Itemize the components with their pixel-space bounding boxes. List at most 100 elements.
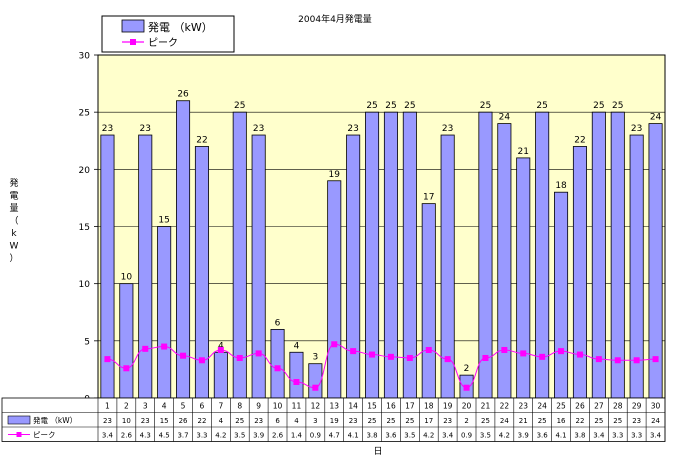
table-cell: 21 (519, 417, 528, 425)
y-tick-label: 15 (79, 223, 90, 233)
table-row-label: ピーク (33, 431, 56, 440)
table-cell: 23 (254, 417, 263, 425)
peak-point-day-15 (369, 351, 376, 358)
table-cell: 26 (179, 417, 188, 425)
table-cell: 23 (103, 417, 112, 425)
peak-point-day-2 (123, 365, 130, 372)
bar-day-22 (497, 123, 512, 399)
table-cell: 0.9 (310, 432, 321, 440)
bar-series (100, 100, 663, 399)
bar-day-9 (251, 134, 266, 399)
table-cell: 2.6 (272, 432, 284, 440)
peak-point-day-16 (387, 353, 394, 360)
peak-point-day-6 (198, 357, 205, 364)
x-tick-label: 4 (162, 402, 167, 411)
y-axis-label-char: 電 (9, 191, 18, 202)
peak-point-day-22 (501, 346, 508, 353)
y-axis-label: 発電量 （ kW） (9, 177, 18, 264)
x-tick-label: 29 (632, 402, 642, 411)
x-tick-label: 7 (218, 402, 223, 411)
bar-value-label: 23 (140, 124, 151, 134)
y-axis-label-char: （ (9, 216, 18, 227)
table-cell: 4.2 (499, 432, 510, 440)
x-tick-label: 6 (200, 402, 205, 411)
x-tick-label: 25 (556, 402, 566, 411)
peak-point-day-23 (520, 350, 527, 357)
peak-point-day-20 (463, 384, 470, 391)
bar-day-27 (591, 111, 606, 399)
table-cell: 3.5 (404, 432, 415, 440)
y-axis: 051015202530 (79, 52, 98, 405)
bar-value-label: 3 (312, 353, 318, 363)
bar-value-label: 22 (196, 135, 207, 145)
bar-value-label: 23 (631, 124, 642, 134)
y-tick-label: 10 (79, 280, 91, 290)
table-cell: 25 (235, 417, 244, 425)
x-tick-label: 27 (594, 402, 604, 411)
x-tick-label: 13 (329, 402, 339, 411)
table-cell: 3.7 (177, 432, 188, 440)
table-cell: 4.3 (140, 432, 151, 440)
x-axis-label: 日 (373, 446, 382, 457)
table-cell: 15 (160, 417, 169, 425)
table-cell: 0.9 (461, 432, 472, 440)
legend-bar-swatch (121, 19, 145, 33)
table-cell: 25 (594, 417, 603, 425)
peak-line-series (104, 341, 659, 391)
legend-line-marker (130, 39, 136, 45)
table-cell: 3.4 (650, 432, 662, 440)
peak-point-day-11 (293, 378, 300, 385)
table-cell: 4.7 (329, 432, 340, 440)
bar-day-14 (346, 134, 361, 399)
bar-value-label: 4 (218, 341, 224, 351)
x-tick-label: 15 (367, 402, 377, 411)
bar-day-7 (213, 351, 228, 399)
legend-line-label: ピーク (148, 37, 178, 49)
bar-value-label: 25 (536, 101, 547, 111)
y-axis-label-char: ） (9, 253, 18, 264)
table-cell: 3.6 (385, 432, 397, 440)
peak-point-day-19 (444, 356, 451, 363)
bar-value-label: 25 (234, 101, 245, 111)
x-tick-label: 5 (181, 402, 186, 411)
y-axis-label-char: 量 (9, 203, 18, 214)
peak-point-day-17 (406, 354, 413, 361)
table-cell: 3.5 (480, 432, 491, 440)
peak-point-day-18 (425, 346, 432, 353)
peak-point-day-30 (652, 356, 659, 363)
chart-title: 2004年4月発電量 (298, 13, 372, 25)
bar-value-label: 24 (650, 113, 662, 123)
bar-day-18 (421, 203, 436, 399)
y-axis-label-char: W (10, 242, 19, 252)
y-tick-label: 5 (84, 337, 90, 347)
table-cell: 3.6 (537, 432, 549, 440)
table-cell: 3.8 (366, 432, 377, 440)
bar-value-label: 6 (275, 318, 281, 328)
gridlines (98, 111, 665, 342)
table-cell: 4.1 (555, 432, 566, 440)
bar-value-label: 25 (593, 101, 604, 111)
bar-day-2 (119, 283, 134, 399)
x-tick-label: 30 (651, 402, 661, 411)
table-bar-swatch (7, 415, 31, 425)
table-cell: 23 (349, 417, 358, 425)
table-cell: 19 (330, 417, 339, 425)
bar-day-28 (610, 111, 625, 399)
bar-value-label: 10 (121, 273, 133, 283)
table-cell: 10 (122, 417, 131, 425)
bar-day-10 (270, 328, 285, 399)
bar-value-label: 25 (480, 101, 491, 111)
table-cell: 3.3 (196, 432, 207, 440)
x-tick-label: 12 (311, 402, 321, 411)
bar-day-12 (308, 363, 323, 399)
peak-point-day-21 (482, 354, 489, 361)
bar-value-label: 4 (294, 341, 300, 351)
data-table: 1 2 3 4 5 6 7 8 9 10 11 12 13 14 15 16 17 18 19 20 21 22 23 24 2… (1, 397, 666, 442)
x-tick-label: 20 (462, 402, 472, 411)
bar-value-label: 25 (404, 101, 415, 111)
bar-value-label: 19 (329, 170, 341, 180)
table-cell: 2 (464, 417, 468, 425)
x-tick-label: 1 (105, 402, 110, 411)
peak-point-day-3 (142, 345, 149, 352)
peak-point-day-27 (595, 356, 602, 363)
